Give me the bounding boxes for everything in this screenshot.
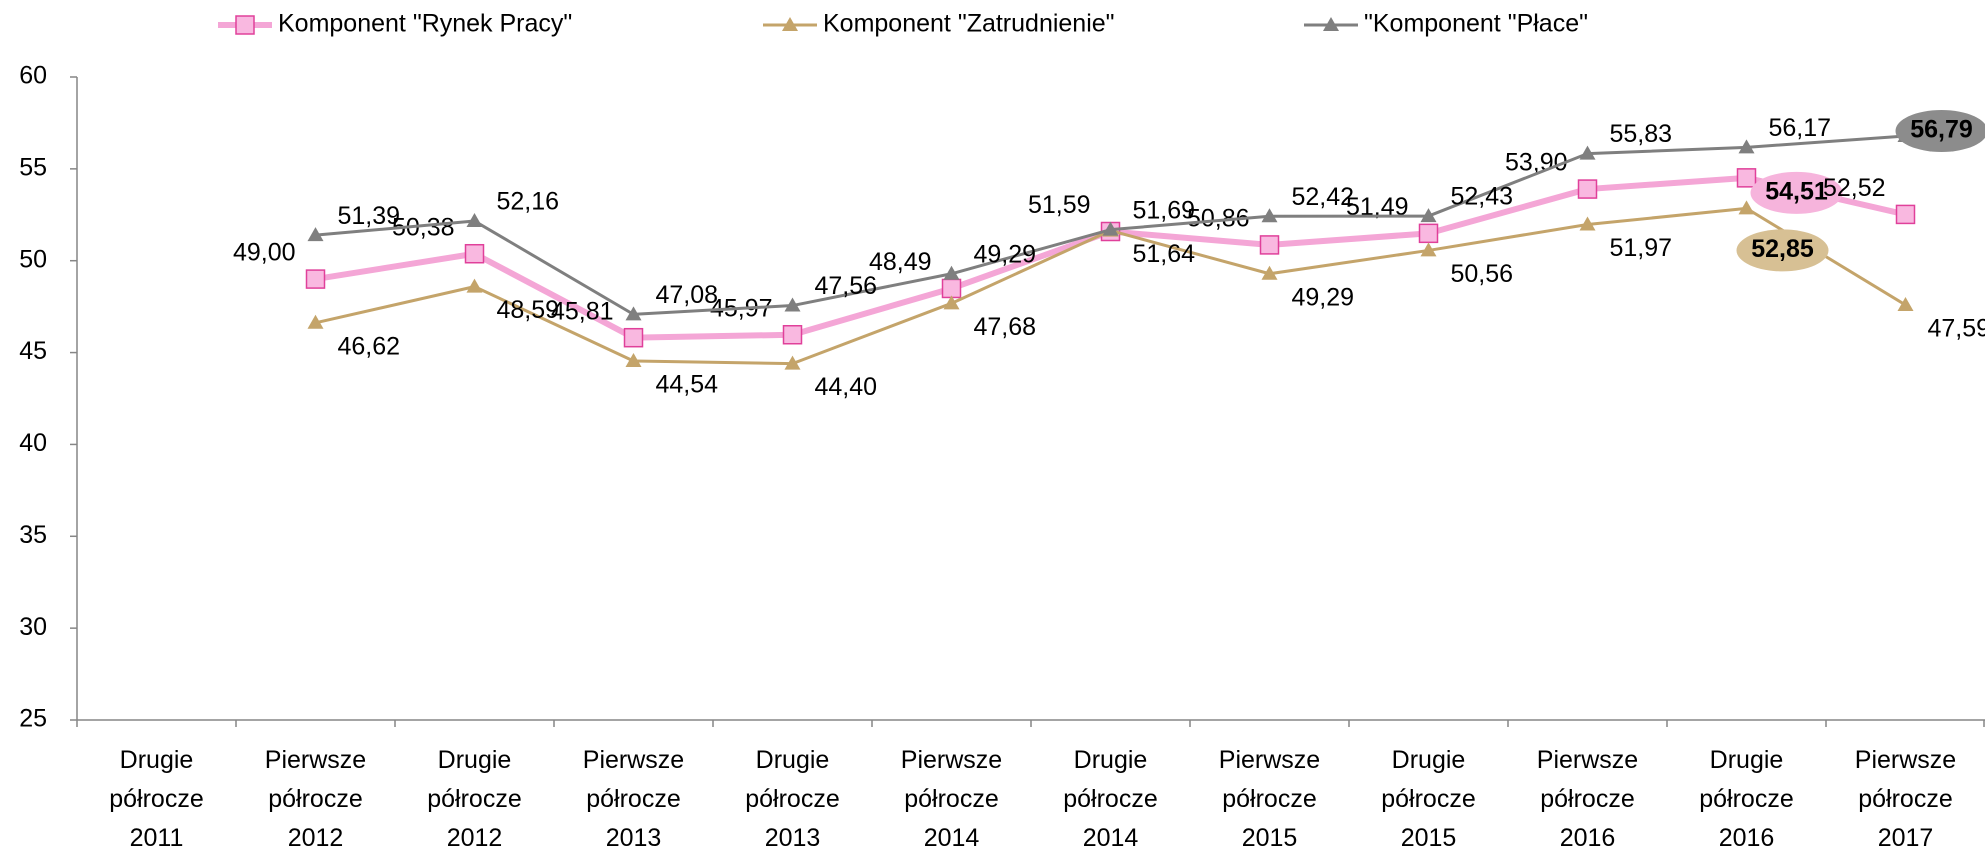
marker xyxy=(305,269,326,289)
marker xyxy=(784,297,801,312)
y-tick-label: 40 xyxy=(19,429,47,457)
value-label: 49,00 xyxy=(233,239,296,267)
value-label: 46,62 xyxy=(338,332,401,360)
value-label: 45,81 xyxy=(551,297,614,325)
marker xyxy=(1579,145,1596,160)
marker xyxy=(623,327,644,348)
marker xyxy=(1738,200,1755,215)
marker xyxy=(1261,208,1278,223)
x-tick-label: Drugie półrocze 2012 xyxy=(427,746,522,852)
highlight xyxy=(1895,109,1985,152)
value-label: 56,79 xyxy=(1910,116,1973,144)
value-label: 49,29 xyxy=(1292,283,1355,311)
value-label: 47,56 xyxy=(815,272,878,300)
value-label: 51,69 xyxy=(1133,196,1196,224)
value-label: 53,90 xyxy=(1505,149,1568,177)
marker xyxy=(1577,179,1598,199)
legend-label: Komponent "Zatrudnienie" xyxy=(823,10,1115,38)
highlight xyxy=(1736,229,1829,272)
x-tick-label: Pierwsze półrocze 2017 xyxy=(1855,746,1956,852)
x-tick-label: Drugie półrocze 2015 xyxy=(1381,746,1476,852)
value-label: 52,43 xyxy=(1451,183,1514,211)
marker xyxy=(235,15,255,35)
value-label: 51,97 xyxy=(1610,234,1673,262)
x-tick-label: Drugie półrocze 2013 xyxy=(745,746,840,852)
marker xyxy=(1736,168,1757,188)
marker xyxy=(464,243,485,264)
y-tick-label: 45 xyxy=(19,337,47,365)
marker xyxy=(307,227,324,242)
marker xyxy=(941,278,962,299)
marker xyxy=(943,295,960,310)
value-label: 51,39 xyxy=(338,202,401,230)
marker xyxy=(1897,296,1914,311)
marker xyxy=(1259,235,1280,255)
value-label: 47,08 xyxy=(656,281,719,309)
marker xyxy=(1418,223,1439,244)
x-tick-label: Pierwsze półrocze 2013 xyxy=(583,746,684,852)
marker xyxy=(1323,17,1339,31)
value-label: 48,59 xyxy=(497,296,560,324)
x-tick-label: Pierwsze półrocze 2012 xyxy=(265,746,366,852)
marker xyxy=(782,17,798,31)
y-tick-label: 30 xyxy=(19,613,47,641)
y-tick-label: 55 xyxy=(19,153,47,181)
x-tick-label: Drugie półrocze 2014 xyxy=(1063,746,1158,852)
marker xyxy=(625,353,642,368)
y-tick-label: 60 xyxy=(19,62,47,90)
marker xyxy=(784,355,801,370)
value-label: 44,40 xyxy=(815,373,878,401)
value-label: 52,52 xyxy=(1823,174,1886,202)
x-tick-label: Drugie półrocze 2011 xyxy=(109,746,204,852)
x-tick-label: Drugie półrocze 2016 xyxy=(1699,746,1794,852)
value-label: 52,16 xyxy=(497,188,560,216)
value-label: 54,51 xyxy=(1765,177,1828,205)
marker xyxy=(466,278,483,293)
marker xyxy=(1420,242,1437,257)
marker xyxy=(1895,204,1916,225)
value-label: 47,59 xyxy=(1928,315,1985,343)
marker xyxy=(1102,221,1119,236)
value-label: 51,59 xyxy=(1028,191,1091,219)
value-label: 48,49 xyxy=(869,248,932,276)
value-label: 56,17 xyxy=(1769,114,1832,142)
marker xyxy=(466,213,483,228)
value-label: 52,42 xyxy=(1292,183,1355,211)
marker xyxy=(782,325,803,345)
marker xyxy=(1261,265,1278,280)
x-tick-label: Pierwsze półrocze 2014 xyxy=(901,746,1002,852)
value-label: 51,64 xyxy=(1133,240,1196,268)
value-label: 44,54 xyxy=(656,371,719,399)
y-tick-label: 25 xyxy=(19,705,47,733)
legend-label: Komponent "Rynek Pracy" xyxy=(278,10,572,38)
marker xyxy=(1579,216,1596,231)
x-tick-label: Pierwsze półrocze 2015 xyxy=(1219,746,1320,852)
value-label: 50,56 xyxy=(1451,260,1514,288)
legend-label: "Komponent "Płace" xyxy=(1364,10,1588,38)
marker xyxy=(1738,139,1755,154)
value-label: 47,68 xyxy=(974,313,1037,341)
marker xyxy=(943,265,960,280)
marker xyxy=(1420,208,1437,223)
value-label: 52,85 xyxy=(1751,235,1814,263)
value-label: 49,29 xyxy=(974,240,1037,268)
y-tick-label: 50 xyxy=(19,245,47,273)
highlight xyxy=(1750,171,1843,214)
x-tick-label: Pierwsze półrocze 2016 xyxy=(1537,746,1638,852)
marker xyxy=(625,306,642,321)
marker xyxy=(307,314,324,329)
y-tick-label: 35 xyxy=(19,521,47,549)
value-label: 55,83 xyxy=(1610,120,1673,148)
